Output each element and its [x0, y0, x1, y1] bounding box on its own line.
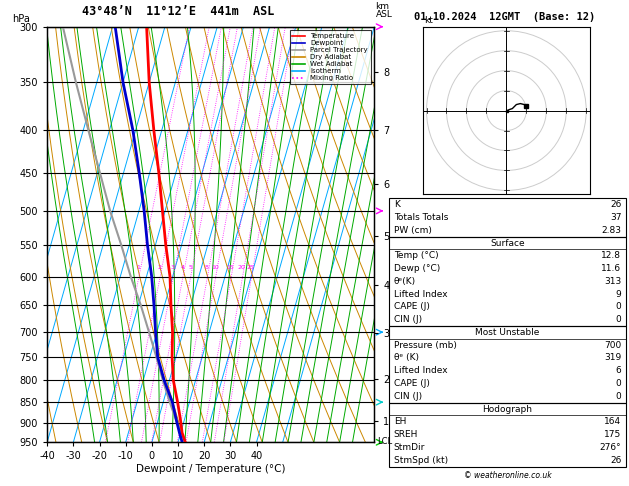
- X-axis label: Dewpoint / Temperature (°C): Dewpoint / Temperature (°C): [136, 464, 286, 474]
- Text: 6: 6: [616, 366, 621, 375]
- Text: 4: 4: [181, 265, 184, 270]
- Text: km
ASL: km ASL: [376, 2, 392, 19]
- Text: Surface: Surface: [490, 239, 525, 247]
- Text: hPa: hPa: [13, 14, 30, 24]
- Text: 0: 0: [616, 315, 621, 324]
- Text: StmDir: StmDir: [394, 443, 425, 452]
- Text: 1: 1: [136, 265, 140, 270]
- Text: CIN (J): CIN (J): [394, 315, 422, 324]
- Text: 5: 5: [188, 265, 192, 270]
- Text: 26: 26: [610, 200, 621, 209]
- Text: CAPE (J): CAPE (J): [394, 302, 430, 312]
- Text: 37: 37: [610, 213, 621, 222]
- Text: K: K: [394, 200, 399, 209]
- Text: 0: 0: [616, 302, 621, 312]
- Text: 26: 26: [610, 456, 621, 465]
- Text: 10: 10: [211, 265, 219, 270]
- Text: Lifted Index: Lifted Index: [394, 366, 447, 375]
- Text: 2.83: 2.83: [601, 226, 621, 235]
- Text: © weatheronline.co.uk: © weatheronline.co.uk: [464, 471, 552, 480]
- Text: 25: 25: [247, 265, 255, 270]
- Text: 700: 700: [604, 341, 621, 350]
- Text: 319: 319: [604, 353, 621, 363]
- Text: 15: 15: [226, 265, 235, 270]
- Text: 164: 164: [604, 417, 621, 426]
- Legend: Temperature, Dewpoint, Parcel Trajectory, Dry Adiabat, Wet Adiabat, Isotherm, Mi: Temperature, Dewpoint, Parcel Trajectory…: [289, 30, 371, 84]
- Text: Hodograph: Hodograph: [482, 404, 533, 414]
- Text: Temp (°C): Temp (°C): [394, 251, 438, 260]
- Text: 9: 9: [616, 290, 621, 298]
- Text: 0: 0: [616, 379, 621, 388]
- Text: 8: 8: [205, 265, 209, 270]
- Text: 20: 20: [238, 265, 246, 270]
- Text: PW (cm): PW (cm): [394, 226, 431, 235]
- Text: Lifted Index: Lifted Index: [394, 290, 447, 298]
- Text: θᵉ(K): θᵉ(K): [394, 277, 416, 286]
- Text: Totals Totals: Totals Totals: [394, 213, 448, 222]
- Text: 2: 2: [158, 265, 162, 270]
- Text: CIN (J): CIN (J): [394, 392, 422, 401]
- Text: Pressure (mb): Pressure (mb): [394, 341, 457, 350]
- Text: EH: EH: [394, 417, 406, 426]
- Text: 313: 313: [604, 277, 621, 286]
- Text: CAPE (J): CAPE (J): [394, 379, 430, 388]
- Text: 0: 0: [616, 392, 621, 401]
- Text: θᵉ (K): θᵉ (K): [394, 353, 419, 363]
- Text: Most Unstable: Most Unstable: [476, 328, 540, 337]
- Text: StmSpd (kt): StmSpd (kt): [394, 456, 448, 465]
- Text: 175: 175: [604, 430, 621, 439]
- Text: 276°: 276°: [600, 443, 621, 452]
- Text: 01.10.2024  12GMT  (Base: 12): 01.10.2024 12GMT (Base: 12): [414, 12, 596, 22]
- Text: kt: kt: [424, 16, 433, 25]
- Text: 11.6: 11.6: [601, 264, 621, 273]
- Text: 43°48’N  11°12’E  441m  ASL: 43°48’N 11°12’E 441m ASL: [82, 5, 274, 18]
- Text: 12.8: 12.8: [601, 251, 621, 260]
- Text: SREH: SREH: [394, 430, 418, 439]
- Text: 3: 3: [170, 265, 175, 270]
- Text: LCL: LCL: [377, 436, 392, 446]
- Text: Dewp (°C): Dewp (°C): [394, 264, 440, 273]
